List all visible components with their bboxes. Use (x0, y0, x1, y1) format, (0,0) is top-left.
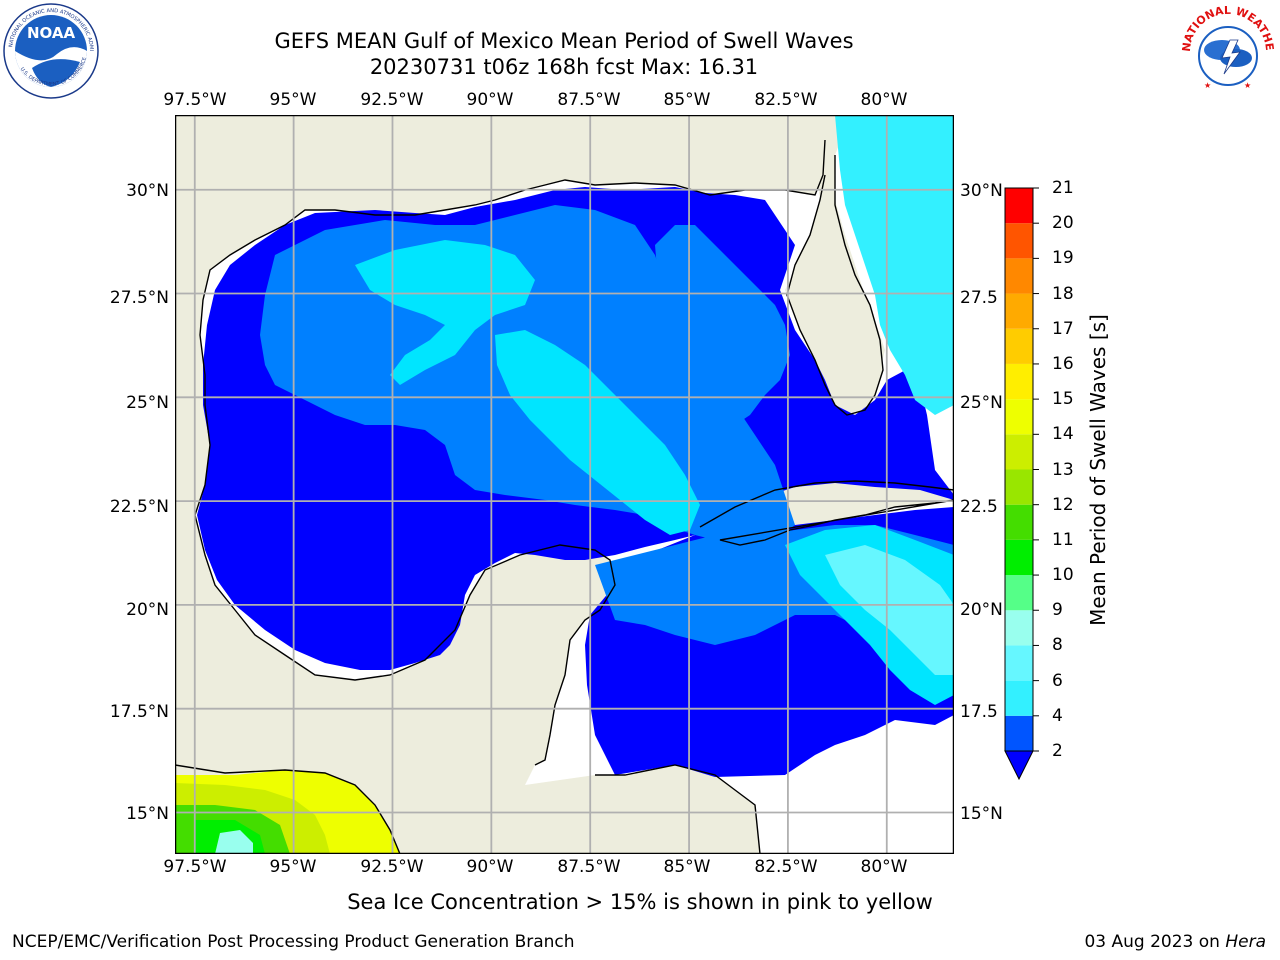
bottom-lon-label: 90°W (466, 857, 514, 877)
colorbar-swatch (1005, 610, 1033, 646)
left-lat-label: 25°N (126, 393, 169, 413)
map-panel (175, 115, 954, 854)
colorbar-swatch (1005, 223, 1033, 259)
bottom-lon-label: 92.5°W (360, 857, 424, 877)
svg-text:NOAA: NOAA (27, 24, 76, 42)
footer-credit: NCEP/EMC/Verification Post Processing Pr… (12, 932, 575, 952)
colorbar-tick-label: 19 (1052, 248, 1074, 269)
sea-ice-note: Sea Ice Concentration > 15% is shown in … (347, 890, 933, 914)
colorbar-title: Mean Period of Swell Waves [s] (1086, 314, 1110, 626)
colorbar-swatch (1005, 645, 1033, 681)
colorbar-tick-label: 15 (1052, 389, 1074, 410)
title-line-2: 20230731 t06z 168h fcst Max: 16.31 (369, 55, 759, 79)
right-lat-label: 17.5 (960, 702, 998, 722)
left-lat-label: 27.5°N (109, 288, 169, 308)
colorbar-swatch (1005, 539, 1033, 576)
bottom-lon-label: 87.5°W (557, 857, 621, 877)
field-6-8s-caribbean (825, 545, 954, 675)
footer-date: 03 Aug 2023 on Hera (1084, 932, 1266, 952)
coastline-central-america (595, 764, 761, 854)
noaa-logo: NOAA NATIONAL OCEANIC AND ATMOSPHERIC AD… (2, 2, 99, 99)
colorbar-tick-label: 8 (1052, 635, 1063, 656)
colorbar-swatch (1005, 293, 1033, 329)
colorbar-swatch (1005, 258, 1033, 294)
colorbar-swatch (1005, 575, 1033, 611)
colorbar-swatches (1004, 187, 1039, 781)
bottom-lon-label: 97.5°W (163, 857, 227, 877)
colorbar-swatch (1005, 434, 1033, 470)
left-lat-label: 17.5°N (109, 702, 169, 722)
bottom-lon-label: 95°W (269, 857, 317, 877)
left-lat-label: 22.5°N (109, 497, 169, 517)
coastline-south (175, 764, 401, 854)
top-lon-label: 82.5°W (754, 90, 818, 110)
right-lat-label: 25°N (960, 393, 1003, 413)
colorbar-tick-label: 9 (1052, 600, 1063, 621)
footer-date-text: 03 Aug 2023 on (1084, 932, 1220, 952)
left-lat-label: 30°N (126, 181, 169, 201)
top-lon-label: 80°W (860, 90, 908, 110)
colorbar-tick-label: 13 (1052, 459, 1074, 480)
nws-logo: NATIONAL WEATHER SERVICE ★ ★ (1178, 2, 1276, 99)
colorbar-tick-label: 20 (1052, 213, 1074, 234)
colorbar-tick-label: 2 (1052, 741, 1063, 761)
bottom-lon-label: 80°W (860, 857, 908, 877)
field-4-6s (355, 240, 535, 385)
right-lat-label: 22.5 (960, 497, 998, 517)
left-lat-label: 20°N (126, 600, 169, 620)
top-lon-label: 95°W (269, 90, 317, 110)
bottom-lon-label: 82.5°W (754, 857, 818, 877)
footer-host: Hera (1225, 932, 1266, 952)
right-lat-label: 30°N (960, 181, 1003, 201)
colorbar-swatch (1005, 363, 1033, 400)
colorbar (1004, 187, 1039, 781)
svg-text:★: ★ (1204, 81, 1211, 90)
bottom-lon-label: 85°W (663, 857, 711, 877)
colorbar-tick-label: 21 (1052, 178, 1074, 198)
colorbar-tick-label: 12 (1052, 494, 1074, 515)
colorbar-tick-label: 6 (1052, 670, 1063, 691)
coastline-florida (786, 155, 884, 416)
left-lat-label: 15°N (126, 804, 169, 824)
svg-text:★: ★ (1244, 81, 1251, 90)
colorbar-swatch (1005, 399, 1033, 435)
colorbar-tick-label: 11 (1052, 529, 1074, 550)
land-florida (787, 115, 883, 415)
coastline-cuba (699, 480, 954, 546)
right-lat-label: 15°N (960, 804, 1003, 824)
colorbar-tick-label: 18 (1052, 283, 1074, 304)
colorbar-swatch (1005, 469, 1033, 505)
gridlines (175, 115, 954, 854)
colorbar-swatch (1005, 680, 1033, 716)
top-lon-label: 87.5°W (557, 90, 621, 110)
ice-field-cyan (215, 830, 253, 854)
colorbar-tick-label: 16 (1052, 353, 1074, 374)
right-lat-label: 20°N (960, 600, 1003, 620)
colorbar-tick-label: 17 (1052, 318, 1074, 339)
colorbar-tick-label: 4 (1052, 705, 1063, 726)
colorbar-tick-label: 14 (1052, 424, 1074, 445)
title-line-1: GEFS MEAN Gulf of Mexico Mean Period of … (274, 29, 854, 53)
top-lon-label: 85°W (663, 90, 711, 110)
colorbar-swatch (1005, 715, 1033, 751)
right-lat-label: 27.5 (960, 288, 998, 308)
colorbar-swatch (1005, 188, 1033, 224)
field-4-6s-streak (495, 330, 700, 535)
colorbar-swatch (1005, 504, 1033, 540)
coastline-us-mexico (194, 139, 826, 766)
colorbar-swatch (1005, 328, 1033, 364)
map-frame (175, 115, 954, 854)
coastlines (175, 139, 954, 854)
top-lon-label: 90°W (466, 90, 514, 110)
top-lon-label: 97.5°W (163, 90, 227, 110)
colorbar-under-triangle (1004, 750, 1034, 781)
colorbar-tick-label: 10 (1052, 565, 1074, 586)
top-lon-label: 92.5°W (360, 90, 424, 110)
